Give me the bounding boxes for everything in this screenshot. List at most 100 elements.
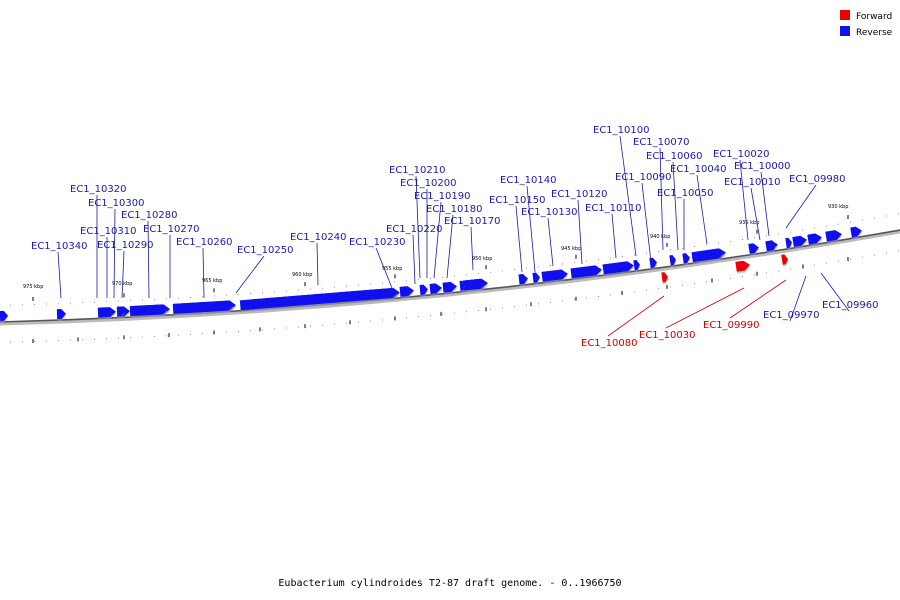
gene-arrow-EC1_10230 [399,286,415,299]
gene-arrow-EC1_10280 [131,304,169,319]
gene-label: EC1_10030 [639,330,695,341]
gene-label: EC1_10340 [31,241,87,252]
leader-line [235,255,265,294]
legend-reverse-swatch [840,26,850,36]
gene-label: EC1_09960 [822,300,878,311]
leader-line [696,174,708,245]
gene-label: EC1_10000 [734,161,790,172]
gene-arrow-EC1_10340 [56,309,67,322]
gene-label: EC1_09970 [763,310,819,321]
scale-label: 975 kbp [23,284,43,290]
gene-label: EC1_10170 [444,216,500,227]
gene-label: EC1_10240 [290,232,346,243]
gene-arrow-EC1_09980 [785,237,793,251]
leader-line [375,247,393,289]
leader-line [57,251,62,299]
leader-line [750,187,761,241]
gene-label: EC1_10100 [593,125,649,136]
leader-line [446,214,454,279]
gene-arrow-EC1_10040 [695,248,725,264]
gene-arrow-EC1_10030 [735,260,751,274]
gene-label: EC1_10270 [143,224,199,235]
gene-label: EC1_09990 [703,320,759,331]
gene-arrow-unlabeled-1 [825,230,843,244]
leader-line [739,159,749,241]
scale-label: 935 kbp [739,220,759,226]
leader-line [729,279,787,319]
scale-labels: 975 kbp 970 kbp 965 kbp 960 kbp 955 kbp 950 k… [23,204,848,290]
leader-line [619,135,637,257]
gene-arrow-EC1_10320 [97,307,117,320]
gene-arrow-EC1_10090 [649,257,658,271]
gene-label: EC1_10080 [581,338,637,349]
gene-labels: EC1_10340EC1_10320EC1_10310EC1_10300EC1_… [31,125,878,349]
leader-line [760,171,770,237]
gene-arrow-EC1_10080 [661,272,669,285]
label-leader-lines [57,135,850,337]
leader-line [577,199,583,265]
legend-reverse-label: Reverse [856,28,893,38]
leader-line [202,247,205,299]
gene-arrow-EC1_10110 [602,261,635,277]
gene-label: EC1_10320 [70,184,126,195]
gene-arrow-EC1_10130 [541,269,569,284]
leader-line [607,295,665,337]
leader-line [672,161,679,251]
gene-arrow-EC1_10220 [419,284,429,297]
legend-forward-swatch [840,10,850,20]
gene-label: EC1_10180 [426,204,482,215]
scale-ticks [32,215,849,343]
scale-label: 955 kbp [382,266,402,272]
gene-label: EC1_10090 [615,172,671,183]
gene-arrow-EC1_10120 [570,265,603,281]
gene-label: EC1_10140 [500,175,556,186]
legend: Forward Reverse [840,10,893,38]
leader-line [611,213,617,259]
gene-arrow-EC1_10060 [682,253,691,266]
leader-line [113,208,116,299]
leader-line [820,272,850,312]
gene-label: EC1_10300 [88,198,144,209]
gene-label: EC1_10050 [657,188,713,199]
scale-label: 930 kbp [828,204,848,210]
gene-arrow-EC1_09960 [807,233,823,247]
gene-label: EC1_10290 [97,240,153,251]
gene-arrow-EC1_09990 [781,254,789,267]
gene-label: EC1_10220 [386,224,442,235]
gene-arrow-EC1_10070 [669,255,677,268]
gene-label: EC1_10130 [521,207,577,218]
leader-line [515,205,523,273]
leader-line [665,287,745,329]
scale-label: 945 kbp [561,246,581,252]
leader-line [433,201,442,279]
gene-label: EC1_10200 [400,178,456,189]
gene-label: EC1_10190 [414,191,470,202]
gene-label: EC1_10070 [633,137,689,148]
leader-line [547,217,554,267]
scale-label: 960 kbp [292,272,312,278]
leader-line [659,147,664,251]
gene-arrow-EC1_09970 [792,235,808,249]
gene-arrow-EC1_10000 [769,240,777,253]
gene-arrow-unlabeled-0 [0,310,9,324]
gene-label: EC1_10040 [670,164,726,175]
leader-line [412,234,416,285]
gene-label: EC1_10310 [80,226,136,237]
gene-arrow-EC1_10140 [532,272,541,285]
gene-label: EC1_10060 [646,151,702,162]
gene-label: EC1_10260 [176,237,232,248]
leader-line [415,175,421,279]
map-caption: Eubacterium cylindroides T2-87 draft gen… [278,578,622,589]
leader-line [121,250,125,299]
gene-label: EC1_10280 [121,210,177,221]
scale-label: 940 kbp [650,234,670,240]
leader-line [526,185,536,273]
gene-label: EC1_10020 [713,149,769,160]
gene-label: EC1_10230 [349,237,405,248]
leader-line [470,226,474,271]
gene-arrow-EC1_10100 [633,259,641,273]
gene-label: EC1_09980 [789,174,845,185]
leader-line [147,220,150,299]
legend-forward-label: Forward [856,12,892,22]
